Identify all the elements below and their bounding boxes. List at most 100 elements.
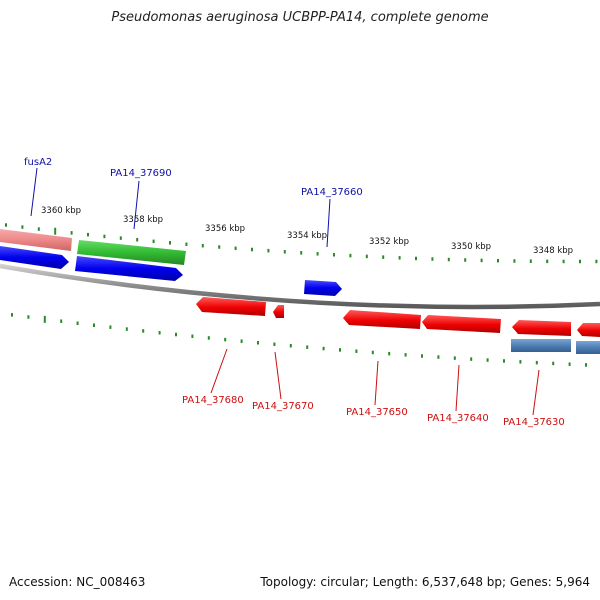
scale-tick [398, 256, 401, 260]
gene-label-leader [30, 167, 38, 217]
scale-tick [497, 258, 499, 263]
scale-tick [339, 348, 341, 352]
scale-tick [447, 257, 450, 262]
gene-arrow-PA14_37690-highlight[interactable] [77, 240, 186, 265]
map-title: Pseudomonas aeruginosa UCBPP-PA14, compl… [111, 10, 489, 25]
scale-tick [503, 359, 505, 363]
scale-tick [11, 313, 13, 317]
gene-label-forward[interactable]: PA14_37660 [301, 187, 363, 198]
gene-arrow-reverse-highlight[interactable] [511, 339, 571, 352]
scale-tick [152, 239, 155, 244]
scale-tick [142, 329, 145, 333]
genome-backbone [0, 263, 600, 310]
scale-tick [552, 361, 555, 366]
scale-tick [437, 355, 440, 359]
gene-arrow-reverse[interactable] [273, 305, 284, 318]
scale-tick [185, 242, 188, 247]
scale-tick [251, 247, 253, 252]
scale-tick [267, 248, 270, 253]
scale-tick [322, 346, 325, 351]
scale-tick [415, 256, 417, 261]
scale-tick [76, 321, 79, 325]
scale-label: 3360 kbp [41, 206, 81, 216]
scale-tick [480, 258, 483, 263]
scale-ticks-forward [5, 223, 598, 264]
gene-label-forward[interactable]: fusA2 [24, 157, 52, 168]
gene-arrow-reverse[interactable] [422, 315, 501, 333]
scale-tick [93, 323, 95, 327]
scale-tick [109, 325, 112, 329]
scale-tick [136, 237, 139, 242]
gene-label-reverse[interactable]: PA14_37640 [427, 413, 489, 424]
gene-label-reverse[interactable]: PA14_37680 [182, 395, 244, 406]
gene-arrow-fusA2-highlight[interactable] [0, 229, 72, 251]
scale-tick [191, 334, 194, 339]
gene-arrow-reverse[interactable] [577, 323, 600, 337]
scale-tick [125, 327, 128, 331]
scale-tick [273, 342, 276, 347]
scale-tick [27, 315, 30, 319]
scale-tick [529, 259, 532, 263]
gene-label-leader [326, 198, 331, 248]
scale-tick [333, 252, 335, 257]
gene-label-forward[interactable]: PA14_37690 [110, 168, 172, 179]
scale-tick [224, 337, 227, 342]
scale-tick [60, 319, 63, 323]
gene-arrow-reverse-highlight[interactable] [576, 341, 600, 354]
scale-tick [365, 254, 368, 259]
accession-text: Accession: NC_008463 [9, 575, 146, 589]
scale-tick [306, 345, 309, 349]
scale-labels: 3360 kbp 3358 kbp 3356 kbp 3354 kbp 3352 kbp… [41, 206, 573, 256]
scale-tick [595, 259, 598, 264]
scale-tick [158, 331, 161, 335]
gene-labels: fusA2 PA14_37690 PA14_37660 PA14_37680 PA14_… [24, 157, 565, 428]
scale-tick [201, 243, 204, 248]
scale-tick [43, 315, 46, 323]
scale-tick [218, 245, 221, 249]
scale-tick [519, 360, 522, 364]
scale-tick [585, 363, 587, 367]
scale-tick [240, 339, 243, 343]
gene-label-leader [455, 364, 460, 412]
gene-label-leader [532, 369, 540, 416]
gene-label-leader [274, 351, 282, 400]
scale-tick [349, 253, 352, 258]
scale-tick [283, 250, 286, 254]
scale-tick [513, 259, 516, 263]
scale-tick [404, 353, 407, 357]
scale-tick [300, 251, 303, 255]
gene-label-reverse[interactable]: PA14_37670 [252, 401, 314, 412]
scale-tick [169, 241, 171, 245]
scale-tick [54, 227, 57, 235]
gene-arrow-reverse[interactable] [512, 320, 571, 336]
gene-arrow-reverse[interactable] [196, 297, 266, 316]
scale-label: 3358 kbp [123, 215, 163, 225]
scale-tick [37, 227, 40, 231]
scale-tick [535, 360, 538, 365]
scale-tick [21, 225, 24, 229]
gene-label-reverse[interactable]: PA14_37650 [346, 407, 408, 418]
scale-label: 3354 kbp [287, 231, 327, 241]
scale-tick [568, 362, 571, 366]
scale-tick [5, 223, 7, 227]
scale-label: 3352 kbp [369, 237, 409, 247]
gene-arrow-reverse[interactable] [343, 310, 421, 329]
gene-label-reverse[interactable]: PA14_37630 [503, 417, 565, 428]
gene-label-leader [210, 348, 228, 394]
scale-tick [103, 234, 106, 239]
scale-label: 3348 kbp [533, 246, 573, 256]
scale-label: 3356 kbp [205, 224, 245, 234]
gene-arrow-forward[interactable] [0, 246, 69, 269]
scale-tick [382, 255, 385, 259]
scale-tick [234, 246, 237, 251]
scale-tick [546, 259, 549, 264]
scale-tick [464, 258, 467, 262]
gene-arrow-forward[interactable] [75, 256, 183, 281]
scale-tick [579, 259, 581, 264]
scale-tick [175, 332, 177, 337]
scale-tick [388, 351, 391, 356]
gene-arrow-forward[interactable] [304, 280, 342, 296]
scale-tick [470, 357, 473, 361]
